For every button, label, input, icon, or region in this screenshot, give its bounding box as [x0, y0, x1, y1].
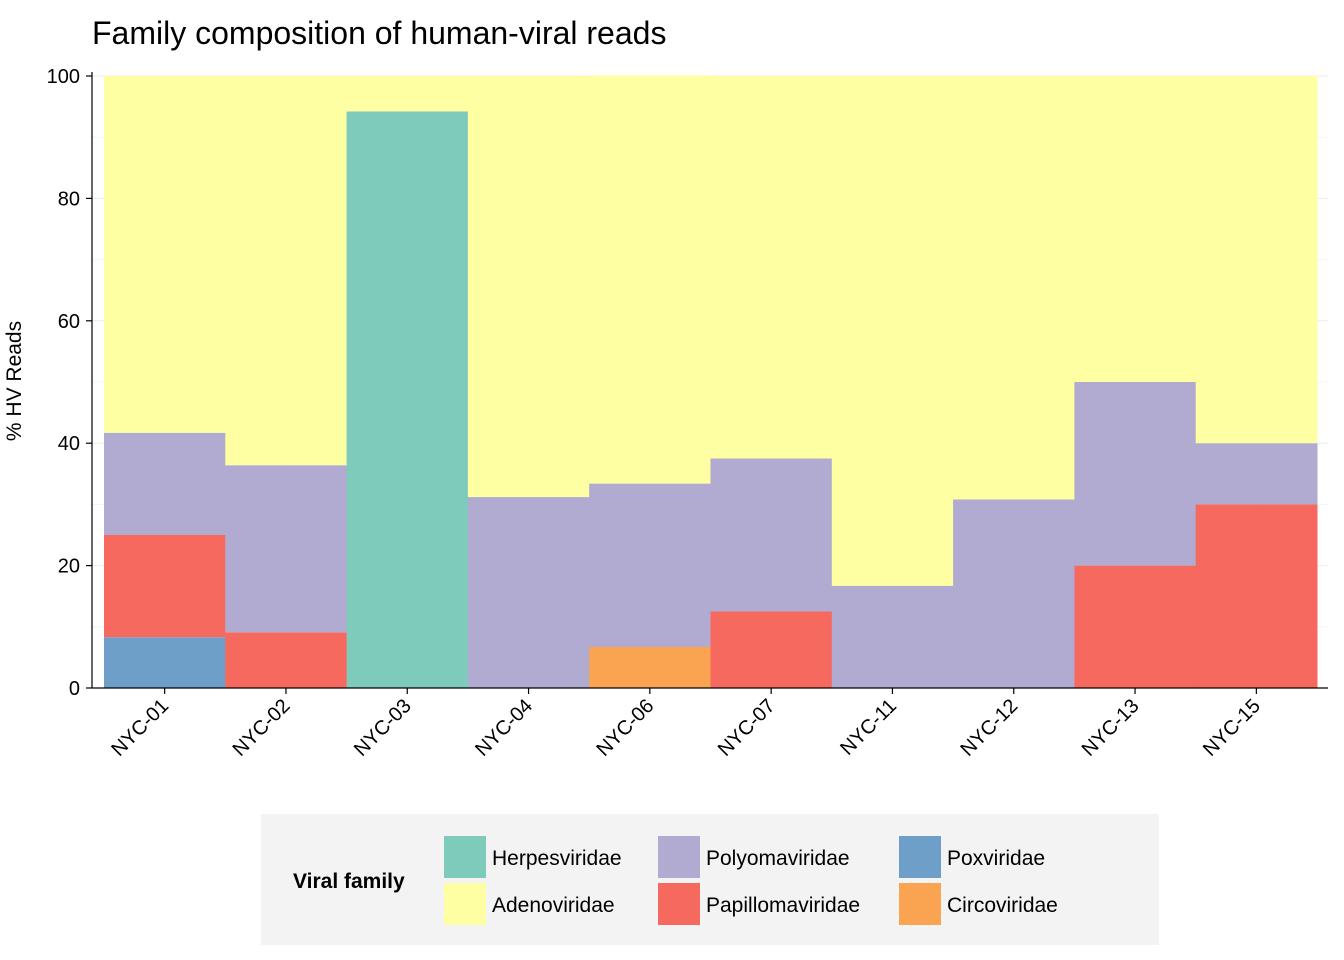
x-tick-label: NYC-07 [714, 695, 780, 761]
y-tick-label: 100 [47, 66, 80, 88]
bar-segment-poxviridae-nyc-01 [104, 637, 226, 688]
legend-label-adenoviridae: Adenoviridae [492, 894, 615, 917]
bar-segment-papillomaviridae-nyc-15 [1195, 504, 1318, 688]
x-tick-label: NYC-01 [107, 695, 173, 761]
bar-segment-adenoviridae-nyc-04 [467, 76, 590, 498]
y-tick-label: 80 [58, 188, 80, 210]
bar-segment-adenoviridae-nyc-15 [1195, 76, 1318, 444]
legend: Viral family Herpesviridae Adenoviridae Po… [261, 814, 1159, 945]
bar-segment-polyomaviridae-nyc-02 [225, 465, 348, 633]
bar-segment-adenoviridae-nyc-07 [710, 76, 833, 459]
x-tick-label: NYC-06 [593, 695, 659, 761]
legend-swatch-papillomaviridae [658, 883, 700, 925]
bar-segment-polyomaviridae-nyc-13 [1074, 382, 1197, 566]
x-tick-label: NYC-15 [1199, 695, 1265, 761]
bar-segment-polyomaviridae-nyc-15 [1195, 443, 1318, 505]
bar-segment-adenoviridae-nyc-13 [1074, 76, 1197, 382]
bar-segment-adenoviridae-nyc-01 [104, 76, 226, 433]
bar-segment-papillomaviridae-nyc-07 [710, 611, 833, 688]
legend-swatch-adenoviridae [444, 883, 486, 925]
bar-segment-polyomaviridae-nyc-07 [710, 458, 833, 612]
y-axis-title: % HV Reads [3, 321, 26, 441]
x-tick-label: NYC-04 [471, 695, 537, 761]
x-tick-label: NYC-03 [350, 695, 416, 761]
bar-segment-adenoviridae-nyc-03 [346, 76, 469, 112]
legend-swatch-herpesviridae [444, 836, 486, 878]
legend-swatch-circoviridae [899, 883, 941, 925]
y-tick-label: 20 [58, 556, 80, 578]
legend-title: Viral family [293, 870, 405, 893]
legend-swatch-polyomaviridae [658, 836, 700, 878]
bar-segment-adenoviridae-nyc-06 [589, 75, 711, 484]
legend-label-herpesviridae: Herpesviridae [492, 847, 622, 870]
y-tick-label: 40 [58, 433, 80, 455]
y-tick-label: 60 [58, 311, 80, 333]
x-tick-label: NYC-11 [836, 695, 901, 760]
x-tick-label: NYC-02 [229, 695, 295, 761]
legend-label-circoviridae: Circoviridae [947, 894, 1058, 917]
legend-background [261, 814, 1159, 945]
bar-segment-herpesviridae-nyc-03 [346, 111, 469, 689]
chart-title: Family composition of human-viral reads [92, 15, 666, 51]
bar-segment-adenoviridae-nyc-02 [225, 76, 348, 466]
legend-swatch-poxviridae [899, 836, 941, 878]
bars [104, 75, 1318, 689]
x-tick-label: NYC-13 [1078, 695, 1144, 761]
legend-label-poxviridae: Poxviridae [947, 847, 1045, 870]
bar-segment-polyomaviridae-nyc-06 [589, 483, 711, 647]
bar-segment-circoviridae-nyc-06 [589, 646, 711, 688]
legend-label-polyomaviridae: Polyomaviridae [706, 847, 850, 870]
legend-label-papillomaviridae: Papillomaviridae [706, 894, 860, 917]
bar-segment-polyomaviridae-nyc-12 [953, 499, 1075, 688]
bar-segment-adenoviridae-nyc-11 [831, 76, 954, 586]
bar-segment-papillomaviridae-nyc-02 [225, 632, 348, 688]
bar-segment-papillomaviridae-nyc-13 [1074, 565, 1197, 688]
bar-segment-papillomaviridae-nyc-01 [104, 535, 226, 638]
bar-segment-polyomaviridae-nyc-01 [104, 432, 226, 535]
y-tick-label: 0 [69, 678, 80, 700]
bar-segment-adenoviridae-nyc-12 [953, 76, 1075, 500]
bar-segment-polyomaviridae-nyc-11 [831, 585, 954, 688]
x-tick-label: NYC-12 [956, 695, 1022, 761]
bar-segment-polyomaviridae-nyc-04 [467, 497, 590, 688]
